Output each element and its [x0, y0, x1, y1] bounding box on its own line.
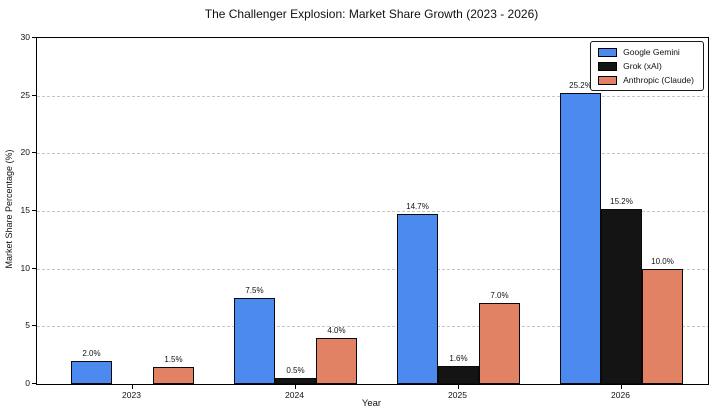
- y-tick-label: 25: [20, 89, 30, 100]
- gridline-y-10: [37, 268, 708, 270]
- gridline-y-15: [37, 211, 708, 212]
- y-tick-label: 30: [20, 32, 30, 42]
- bar-anthropic-claude-2024: [316, 337, 357, 384]
- legend-entry-google-gemini: Google Gemini: [598, 47, 694, 57]
- y-tick-mark: [32, 210, 36, 211]
- legend-swatch-icon: [598, 47, 618, 57]
- legend-label: Google Gemini: [623, 47, 680, 57]
- x-tick-label-2026: 2026: [611, 390, 630, 400]
- plot-area: Google Gemini Grok (xAI) Anthropic (Claude…: [36, 37, 709, 385]
- bar-value-label: 1.5%: [164, 354, 183, 364]
- bar-google-gemini-2024: [234, 297, 275, 384]
- x-axis-label: Year: [361, 398, 382, 409]
- bar-google-gemini-2025: [397, 214, 438, 384]
- bar-value-label: 2.0%: [82, 348, 101, 358]
- x-tick-mark: [457, 385, 459, 389]
- y-tick-label: 10: [20, 262, 30, 273]
- x-tick-mark: [620, 385, 622, 389]
- bar-anthropic-claude-2025: [479, 303, 520, 384]
- legend-swatch-icon: [598, 75, 618, 85]
- bar-anthropic-claude-2023: [153, 366, 194, 384]
- bar-google-gemini-2026: [560, 93, 601, 384]
- x-tick-label-2024: 2024: [285, 390, 304, 400]
- y-tick-mark: [32, 267, 36, 269]
- x-tick-mark: [131, 385, 133, 389]
- y-tick-mark: [32, 152, 36, 154]
- bar-value-label: 14.7%: [406, 202, 429, 212]
- legend-entry-grok-xai: Grok (xAI): [598, 61, 694, 71]
- legend-label: Anthropic (Claude): [623, 75, 694, 85]
- gridline-y-20: [37, 153, 708, 155]
- bar-value-label: 4.0%: [327, 325, 346, 335]
- gridline-y-25: [37, 95, 708, 97]
- y-tick-mark: [32, 383, 36, 384]
- bar-grok-xai-2026: [601, 208, 642, 384]
- legend-swatch-icon: [598, 61, 618, 71]
- bar-google-gemini-2023: [71, 360, 112, 384]
- gridline-y-5: [37, 326, 708, 328]
- x-tick-label-2023: 2023: [122, 390, 141, 400]
- bar-value-label: 10.0%: [651, 256, 674, 266]
- y-tick-label: 20: [20, 147, 30, 158]
- bar-value-label: 7.5%: [245, 285, 264, 295]
- y-tick-mark: [32, 37, 36, 38]
- bar-grok-xai-2025: [438, 365, 479, 384]
- bar-value-label: 1.6%: [449, 353, 468, 363]
- y-tick-label: 5: [25, 320, 30, 331]
- x-tick-label-2025: 2025: [448, 390, 467, 400]
- y-tick-label: 0: [25, 378, 30, 388]
- bar-anthropic-claude-2026: [642, 268, 683, 384]
- bar-value-label: 7.0%: [490, 291, 509, 301]
- x-tick-mark: [294, 385, 296, 389]
- bar-grok-xai-2024: [275, 378, 316, 384]
- legend-entry-anthropic-claude: Anthropic (Claude): [598, 75, 694, 85]
- bar-value-label: 0.5%: [286, 366, 305, 376]
- bar-value-label: 25.2%: [569, 81, 592, 91]
- y-tick-mark: [32, 94, 36, 96]
- y-tick-label: 15: [20, 205, 30, 215]
- legend: Google Gemini Grok (xAI) Anthropic (Claude…: [590, 41, 704, 91]
- chart-title: The Challenger Explosion: Market Share G…: [204, 7, 539, 21]
- bar-value-label: 15.2%: [610, 196, 633, 206]
- y-tick-mark: [32, 325, 36, 327]
- legend-label: Grok (xAI): [623, 61, 662, 71]
